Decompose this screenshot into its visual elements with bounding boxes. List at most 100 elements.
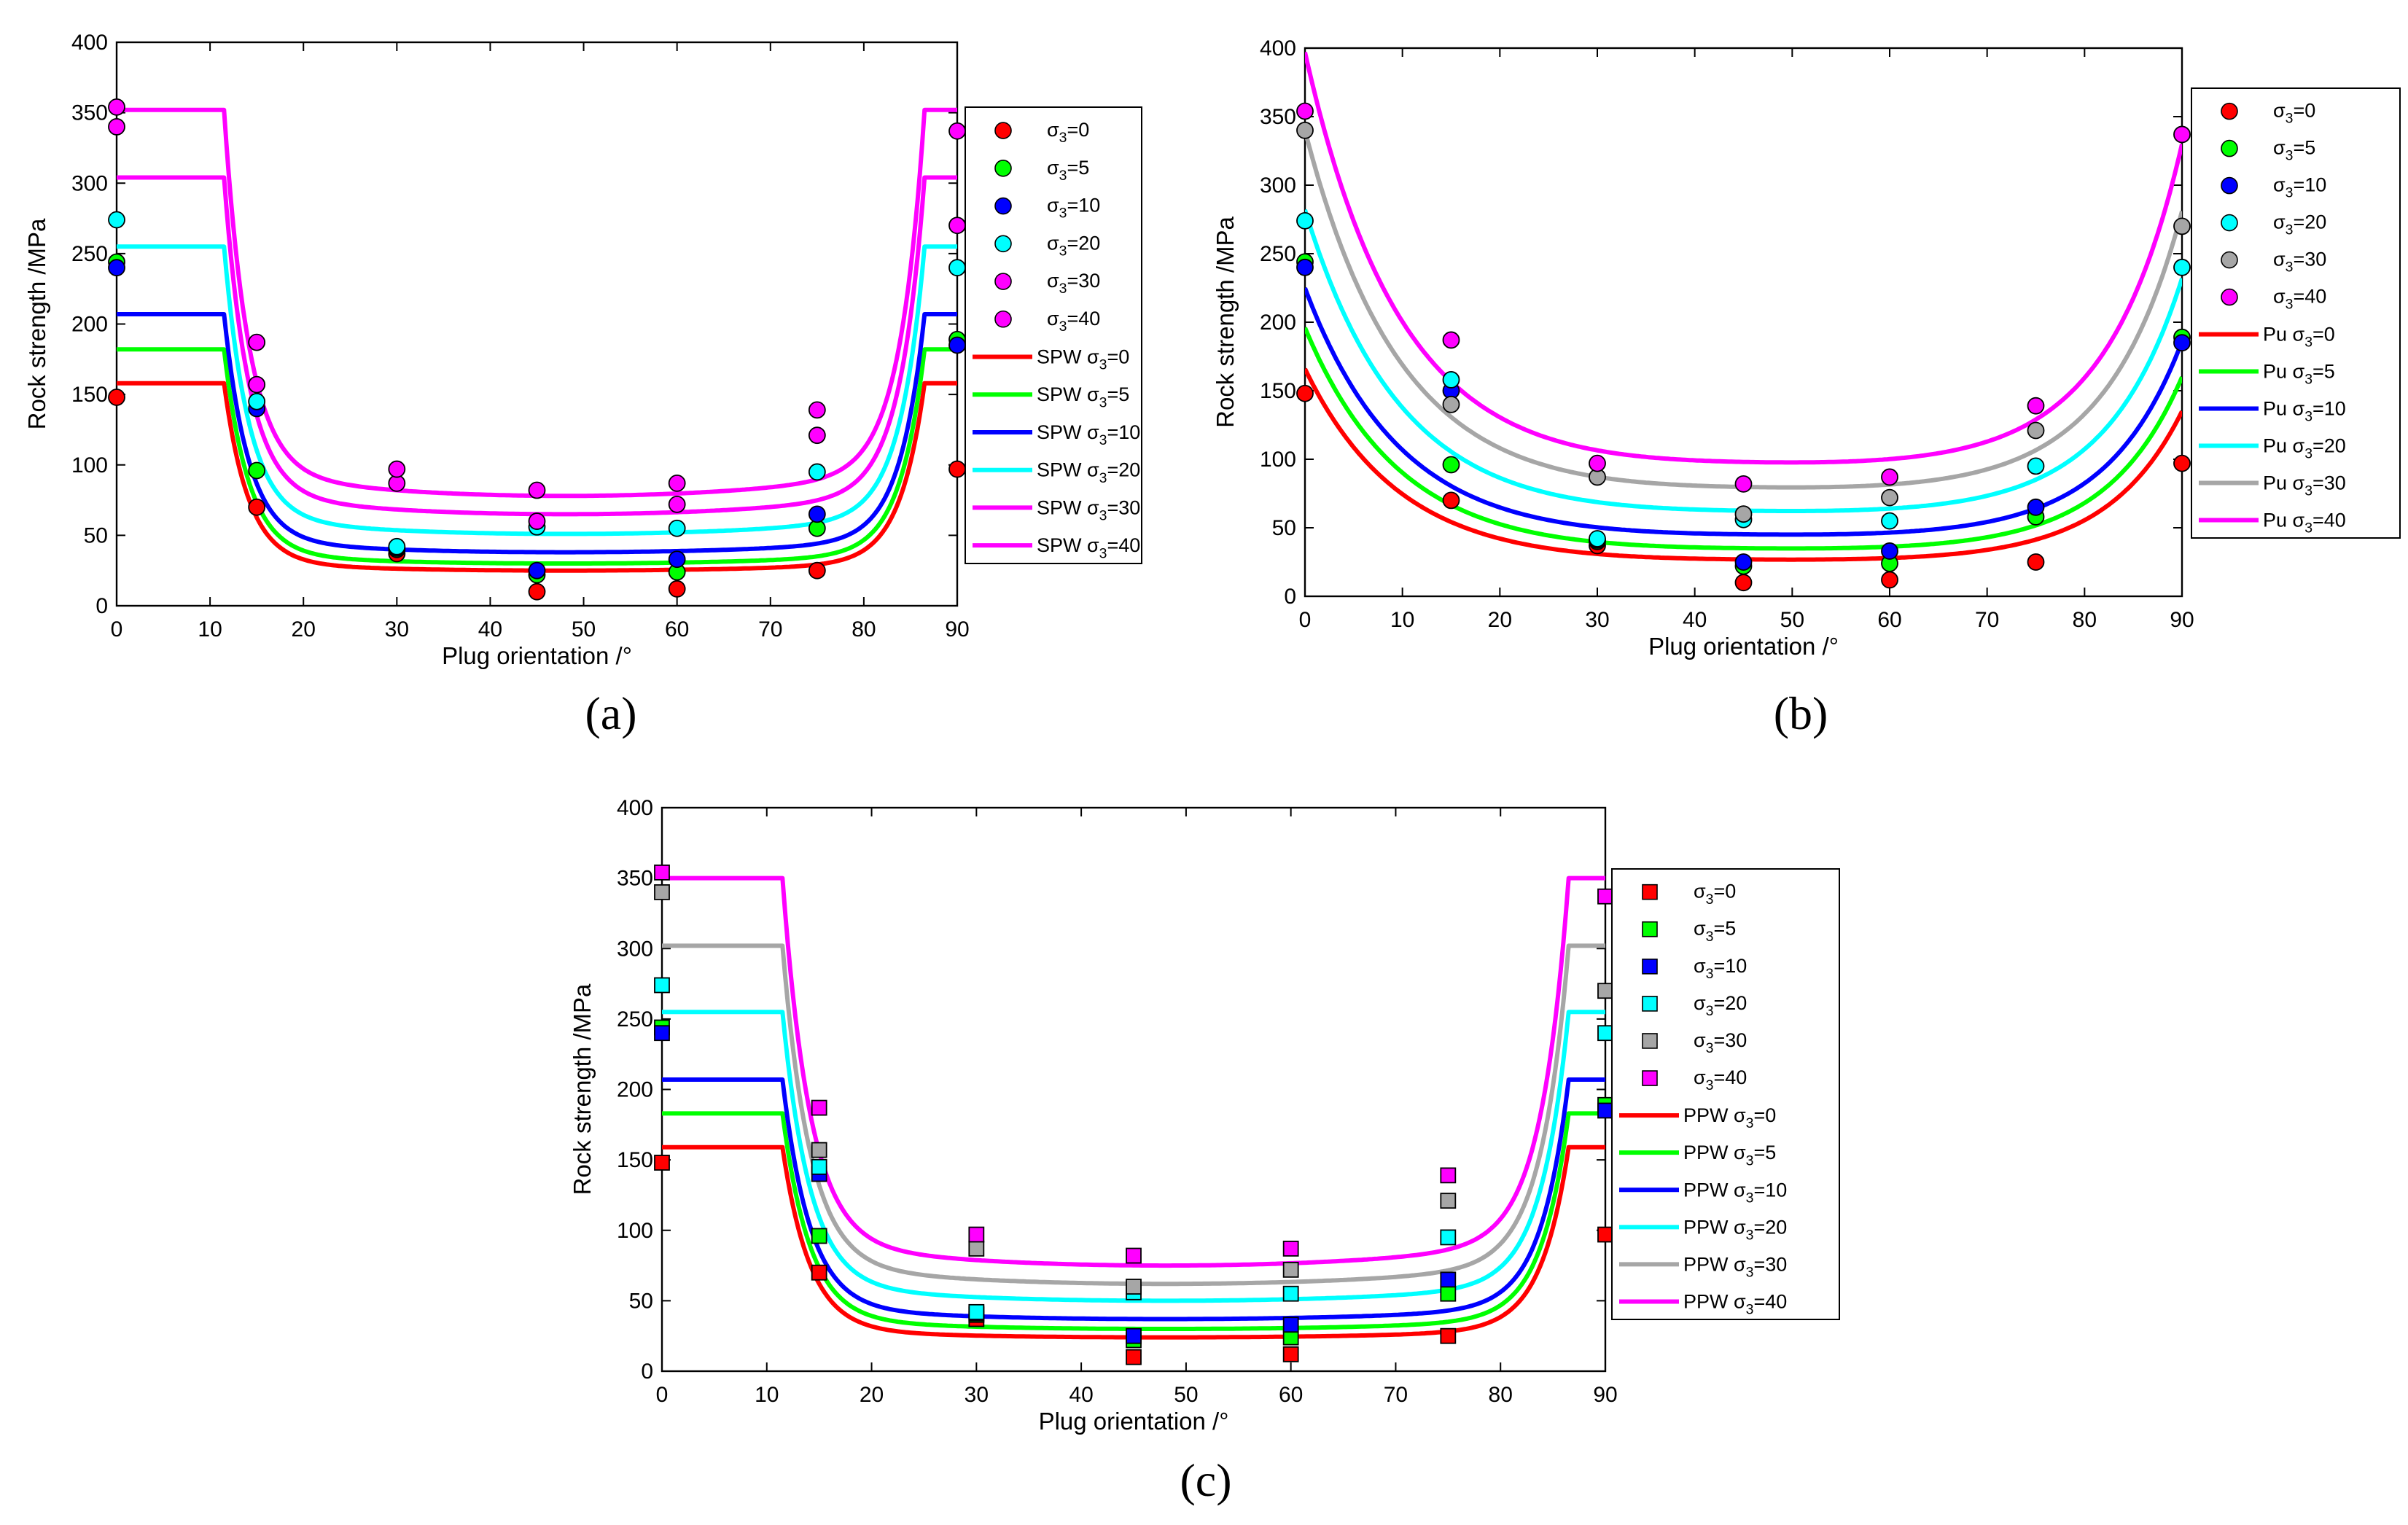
panel-a-fit-curve-2	[117, 312, 957, 555]
panel-a-chart: 0 10 20 30 40 50 60 70 80 90 0 50 100 150 200 250 300 350…	[23, 31, 1142, 669]
panel-a-data-point-s0-4	[668, 580, 686, 598]
panel-a-y-tick-label: 250	[71, 242, 108, 266]
panel-c-data-point-s5-2	[968, 1226, 985, 1243]
panel-c-y-tick-label: 150	[617, 1148, 653, 1172]
panel-b-data-point-s0-3	[1734, 574, 1753, 592]
panel-b-x-tick-label: 20	[1488, 608, 1512, 632]
panel-c-data-point-s2-3	[1126, 1327, 1142, 1344]
panel-c-legend-label-2: σ3=10	[1694, 955, 1747, 982]
panel-a-data-point-s2-6	[948, 336, 966, 354]
panel-c-data-point-s5-6	[1597, 888, 1613, 905]
panel-b-legend-marker-3	[2221, 214, 2238, 232]
panel-c-data-point-s5-3	[1126, 1247, 1142, 1264]
panel-c-legend: σ3=0 σ3=5 σ3=10 σ3=20 σ3=30 σ3=40 PPW σ3=0 PPW …	[1611, 868, 1840, 1320]
panel-a-x-tick-label: 30	[385, 617, 409, 641]
panel-b-data-point-s3-5	[2027, 457, 2045, 475]
panel-a-data-point-s3-0	[108, 211, 125, 229]
panel-c-data-point-s0-0	[654, 1155, 670, 1171]
panel-c-data-point-s0-3	[1126, 1349, 1142, 1365]
panel-b-x-tick-label: 90	[2170, 608, 2194, 632]
panel-c-y-tick-label: 350	[617, 867, 653, 891]
panel-a-data-point-s0-0	[108, 389, 125, 406]
panel-c-x-tick-label: 80	[1489, 1383, 1513, 1407]
panel-a-data-point-s5-0	[108, 98, 125, 116]
panel-label-a: (a)	[585, 687, 636, 739]
panel-c-x-tick-label: 30	[965, 1383, 989, 1407]
panel-a-data-markers	[108, 98, 966, 601]
panel-c-data-point-s1-1	[811, 1228, 827, 1244]
panel-c-y-tick-label: 100	[617, 1219, 653, 1243]
panel-label-c: (c)	[1180, 1454, 1231, 1506]
panel-c-legend-fit-label-2: PPW σ3=10	[1683, 1179, 1787, 1206]
panel-b-x-tick-label: 10	[1390, 608, 1414, 632]
panel-a-data-point-s2-4	[668, 550, 686, 569]
panel-c-legend-marker-4	[1642, 1033, 1658, 1049]
panel-a-data-point-s1-1	[248, 461, 266, 480]
panel-a-data-point-s0-5	[808, 561, 826, 580]
panel-a-y-tick-label: 200	[71, 313, 108, 337]
panel-a-data-point-s5-5	[808, 401, 826, 419]
panel-b-y-tick-label: 0	[1284, 585, 1296, 609]
panel-c-x-tick-label: 60	[1279, 1383, 1303, 1407]
panel-c-x-tick-label: 10	[755, 1383, 779, 1407]
panel-b-data-point-s5-5	[2027, 397, 2045, 415]
panel-c-y-tick-label: 250	[617, 1007, 653, 1031]
panel-a-y-tick-label: 300	[71, 171, 108, 195]
panel-c-data-point-s5-5	[1440, 1167, 1457, 1184]
panel-b-data-point-s3-4	[1881, 512, 1898, 530]
panel-b-data-point-s0-1	[1442, 491, 1460, 510]
panel-c-data-point-s4-6	[1597, 983, 1613, 999]
panel-c-legend-label-0: σ3=0	[1694, 881, 1736, 908]
panel-c-data-point-s4-3	[1126, 1279, 1142, 1295]
panel-c-data-point-s3-5	[1440, 1229, 1457, 1246]
panel-a-y-tick-label: 0	[96, 594, 108, 618]
panel-b-chart: 0 10 20 30 40 50 60 70 80 90 0 50 100 150 200 250 300 350…	[1212, 36, 2401, 660]
panel-a-x-tick-label: 0	[111, 617, 123, 641]
panel-c-data-point-s2-5	[1440, 1271, 1457, 1288]
panel-c-legend-label-5: σ3=40	[1694, 1066, 1747, 1093]
panel-b-data-point-s3-6	[2173, 258, 2191, 276]
panel-b-data-point-s1-1	[1442, 456, 1460, 474]
panel-b-legend-fit-label-5: Pu σ3=40	[2263, 510, 2346, 537]
panel-a-legend-label-3: σ3=20	[1047, 232, 1100, 259]
panel-a-legend-marker-2	[994, 197, 1012, 215]
panel-a-data-point-s2-3	[528, 561, 546, 580]
panel-c-data-point-s0-1	[811, 1264, 827, 1281]
panel-b-data-point-s4-3	[1734, 505, 1753, 523]
panel-c-legend-marker-1	[1642, 921, 1658, 937]
panel-a-legend-label-5: σ3=40	[1047, 308, 1100, 335]
panel-b-data-point-s4-0	[1296, 121, 1314, 139]
panel-a-legend-marker-0	[994, 122, 1012, 139]
panel-b-legend-marker-4	[2221, 251, 2238, 269]
panel-c-legend-label-1: σ3=5	[1694, 918, 1736, 945]
panel-c-y-tick-label: 50	[629, 1289, 653, 1313]
panel-b-legend-label-2: σ3=10	[2273, 174, 2326, 201]
panel-a-x-tick-label: 50	[572, 617, 596, 641]
panel-c-data-point-s4-0	[654, 884, 670, 900]
panel-a-legend-fit-label-1: SPW σ3=5	[1037, 383, 1129, 410]
panel-a-data-point-s0-3	[528, 582, 546, 601]
panel-c-data-point-s1-5	[1440, 1285, 1457, 1302]
panel-b-legend-label-5: σ3=40	[2273, 286, 2326, 313]
panel-c-legend-fit-label-4: PPW σ3=30	[1683, 1253, 1787, 1280]
panel-a-data-point-s5-1	[248, 333, 266, 351]
panel-b-legend-fit-label-1: Pu σ3=5	[2263, 361, 2335, 388]
panel-b-x-tick-label: 70	[1975, 608, 1999, 632]
panel-b-data-point-s5-1	[1442, 331, 1460, 349]
panel-b-legend-fit-label-4: Pu σ3=30	[2263, 472, 2346, 499]
panel-a-data-point-s5-2	[388, 460, 406, 478]
panel-b-legend: σ3=0 σ3=5 σ3=10 σ3=20 σ3=30 σ3=40 Pu σ3=0 Pu σ3…	[2191, 87, 2401, 539]
panel-c-data-point-s4-1	[811, 1142, 827, 1158]
panel-c-x-tick-label: 50	[1174, 1383, 1198, 1407]
panel-b-legend-label-1: σ3=5	[2273, 137, 2315, 164]
panel-b-data-point-s4-5	[2027, 421, 2045, 440]
panel-b-data-point-s5-0	[1296, 102, 1314, 120]
panel-b-legend-fit-label-3: Pu σ3=20	[2263, 435, 2346, 462]
panel-a-data-point-s4-4	[668, 495, 686, 513]
panel-c-data-point-s3-2	[968, 1303, 985, 1320]
panel-b-data-point-s0-5	[2027, 553, 2045, 571]
panel-c-chart: 0 10 20 30 40 50 60 70 80 90 0 50 100 150 200 250 300 350…	[569, 796, 1840, 1435]
panel-a-y-tick-label: 50	[84, 523, 108, 547]
panel-b-y-tick-label: 350	[1260, 105, 1296, 129]
